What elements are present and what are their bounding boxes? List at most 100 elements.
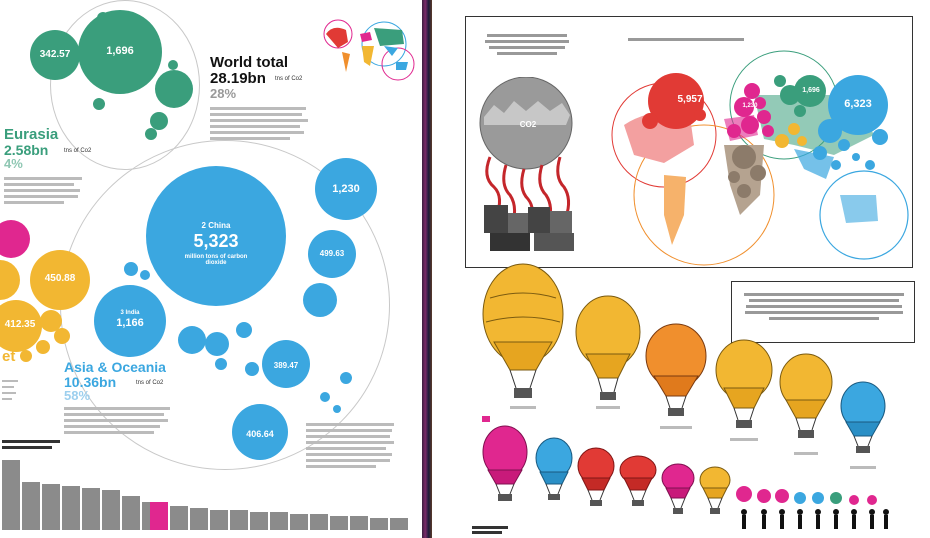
china-unit: million tons of carbon dioxide [184, 254, 248, 267]
label-450: 450.88 [44, 273, 76, 284]
bubble-green-dot-2 [150, 112, 168, 130]
bubble-blue-small-8 [320, 392, 330, 402]
bar-21 [390, 518, 408, 530]
balloon-magenta-1 [482, 416, 528, 501]
bubble-blue-small-6 [215, 358, 227, 370]
label-499: 499.63 [319, 249, 345, 258]
bar-19 [350, 516, 368, 530]
china-note-text [306, 420, 396, 471]
bubble-green-dot-1 [97, 12, 109, 24]
map-title-text [626, 35, 746, 44]
bar-2 [22, 482, 40, 530]
balloon-orange [645, 323, 707, 429]
world-map-panel: CO2 [465, 16, 913, 268]
bubble-blue-small-7 [245, 362, 259, 376]
bar-16 [290, 514, 308, 530]
bubble-yellow-small-2 [54, 328, 70, 344]
world-total-title: World total [210, 54, 289, 71]
bubble-1230 [315, 158, 377, 220]
bubble-blue-small-3 [236, 322, 252, 338]
bar-17 [310, 514, 328, 530]
world-total-body-text [210, 104, 310, 143]
world-total-value: 28.19bn [210, 70, 266, 87]
india-rank: 3 India [120, 310, 140, 316]
asia-value: 10.36bn [64, 374, 117, 390]
china-value: 5,323 [193, 231, 239, 251]
bubble-406 [232, 404, 288, 460]
label-342: 342.57 [39, 49, 71, 60]
balloon-blue-2 [535, 437, 573, 500]
per-person-callout [731, 281, 915, 343]
bar-12 [210, 510, 228, 530]
bubble-yellow-left [0, 260, 20, 300]
label-1230-right: 1,230 [742, 103, 758, 109]
bubble-green-dot-4 [168, 60, 178, 70]
bottom-bar-chart [0, 460, 422, 538]
eurasia-body-text [4, 174, 84, 207]
india-value: 1,166 [116, 317, 144, 329]
world-total-percent: 28% [210, 86, 237, 101]
balloon-yellow-4 [779, 353, 833, 455]
balloon-red-2 [619, 455, 657, 506]
book-gutter [422, 0, 432, 538]
label-412: 412.35 [4, 319, 36, 330]
bar-chart-caption [2, 437, 62, 452]
china-rank: 2 China [201, 221, 231, 230]
region-partial-label: et [2, 348, 16, 365]
co2-factory-illustration [479, 77, 574, 251]
balloon-large-yellow [482, 263, 564, 409]
bubble-blue-small-9 [340, 372, 352, 384]
bar-3 [42, 484, 60, 530]
bubble-green-dot-3 [145, 128, 157, 140]
bubble-yellow-small-1 [40, 310, 62, 332]
label-1696-right: 1,696 [802, 87, 820, 94]
bubble-389 [262, 340, 310, 388]
bubble-blue-mid [303, 283, 337, 317]
right-page: CO2 [432, 0, 930, 538]
bubble-499 [308, 230, 356, 278]
bar-18 [330, 516, 348, 530]
bubble-yellow-small-3 [36, 340, 50, 354]
label-1696: 1,696 [106, 45, 134, 57]
bar-5 [82, 488, 100, 530]
label-389: 389.47 [273, 361, 299, 370]
eurasia-unit: tns of Co2 [64, 148, 92, 154]
co2-label: CO2 [519, 120, 537, 129]
bar-13 [230, 510, 248, 530]
bar-11 [190, 508, 208, 530]
bubble-blue-small-10 [333, 405, 341, 413]
bubble-yellow-small-4 [20, 350, 32, 362]
mini-world-map [323, 19, 415, 81]
label-6323: 6,323 [844, 98, 872, 110]
map-intro-text [482, 31, 572, 58]
left-page: 342.57 1,696 World total 28.19bn tns of … [0, 0, 422, 538]
bar-14 [250, 512, 268, 530]
bar-7 [122, 496, 140, 530]
eurasia-value: 2.58bn [4, 142, 49, 158]
balloon-red-1 [577, 447, 615, 506]
bubble-blue-small-1 [178, 326, 206, 354]
bar-6 [102, 490, 120, 530]
label-406: 406.64 [246, 429, 274, 439]
balloon-yellow-small [699, 466, 731, 514]
bar-10 [170, 506, 188, 530]
bubble-green-med [155, 70, 193, 108]
asia-percent: 58% [64, 388, 91, 403]
bubble-india [94, 285, 166, 357]
left-edge-text [2, 376, 22, 404]
bubble-blue-small-5 [140, 270, 150, 280]
bubble-world-map [611, 50, 909, 266]
bubble-green-dot-5 [93, 98, 105, 110]
bar-20 [370, 518, 388, 530]
label-1230: 1,230 [332, 183, 360, 195]
balloon-magenta-2 [661, 463, 695, 514]
balloon-bottom-caption [472, 524, 512, 536]
asia-unit: tns of Co2 [136, 380, 164, 386]
balloon-blue [840, 381, 886, 469]
bubble-blue-small-2 [205, 332, 229, 356]
eurasia-ring [50, 0, 200, 170]
balloon-yellow-2 [575, 295, 641, 409]
bubble-yellow-left-2 [0, 300, 42, 352]
world-total-unit: tns of Co2 [275, 76, 303, 82]
bubble-yellow-big [30, 250, 90, 310]
